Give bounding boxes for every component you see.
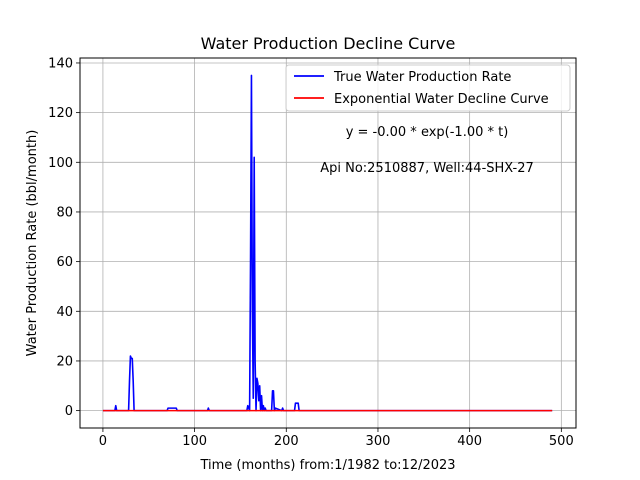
- legend-box: [285, 64, 571, 112]
- y-tick-label: 140: [48, 56, 73, 71]
- equation-annotation: y = -0.00 * exp(-1.00 * t): [346, 125, 509, 140]
- plot-frame: [79, 57, 577, 429]
- grid-lines: [80, 58, 576, 428]
- y-tick-label: 120: [48, 106, 73, 121]
- y-tick-label: 0: [65, 404, 73, 419]
- legend-label-decline-curve: Exponential Water Decline Curve: [334, 92, 549, 107]
- series-layer: [102, 74, 553, 412]
- y-tick-label: 20: [56, 354, 73, 369]
- x-tick-label: 300: [366, 434, 391, 449]
- y-tick-label: 40: [56, 305, 73, 320]
- x-tick-label: 0: [99, 434, 107, 449]
- x-axis-label: Time (months) from:1/1982 to:12/2023: [199, 458, 455, 473]
- legend-label-true-rate: True Water Production Rate: [333, 70, 511, 85]
- y-tick-label: 100: [48, 156, 73, 171]
- x-tick-label: 100: [182, 434, 207, 449]
- y-axis-label: Water Production Rate (bbl/month): [25, 130, 40, 357]
- x-tick-label: 400: [457, 434, 482, 449]
- x-tick-label: 500: [549, 434, 574, 449]
- y-tick-label: 80: [56, 205, 73, 220]
- well-annotation: Api No:2510887, Well:44-SHX-27: [320, 161, 534, 176]
- legend: True Water Production Rate Exponential W…: [285, 64, 571, 112]
- chart-title: Water Production Decline Curve: [201, 34, 456, 53]
- axis-ticks: 0 100 200 300 400 500 0 20 40 60 80 100 120 140: [48, 56, 574, 449]
- y-tick-label: 60: [56, 255, 73, 270]
- x-tick-label: 200: [274, 434, 299, 449]
